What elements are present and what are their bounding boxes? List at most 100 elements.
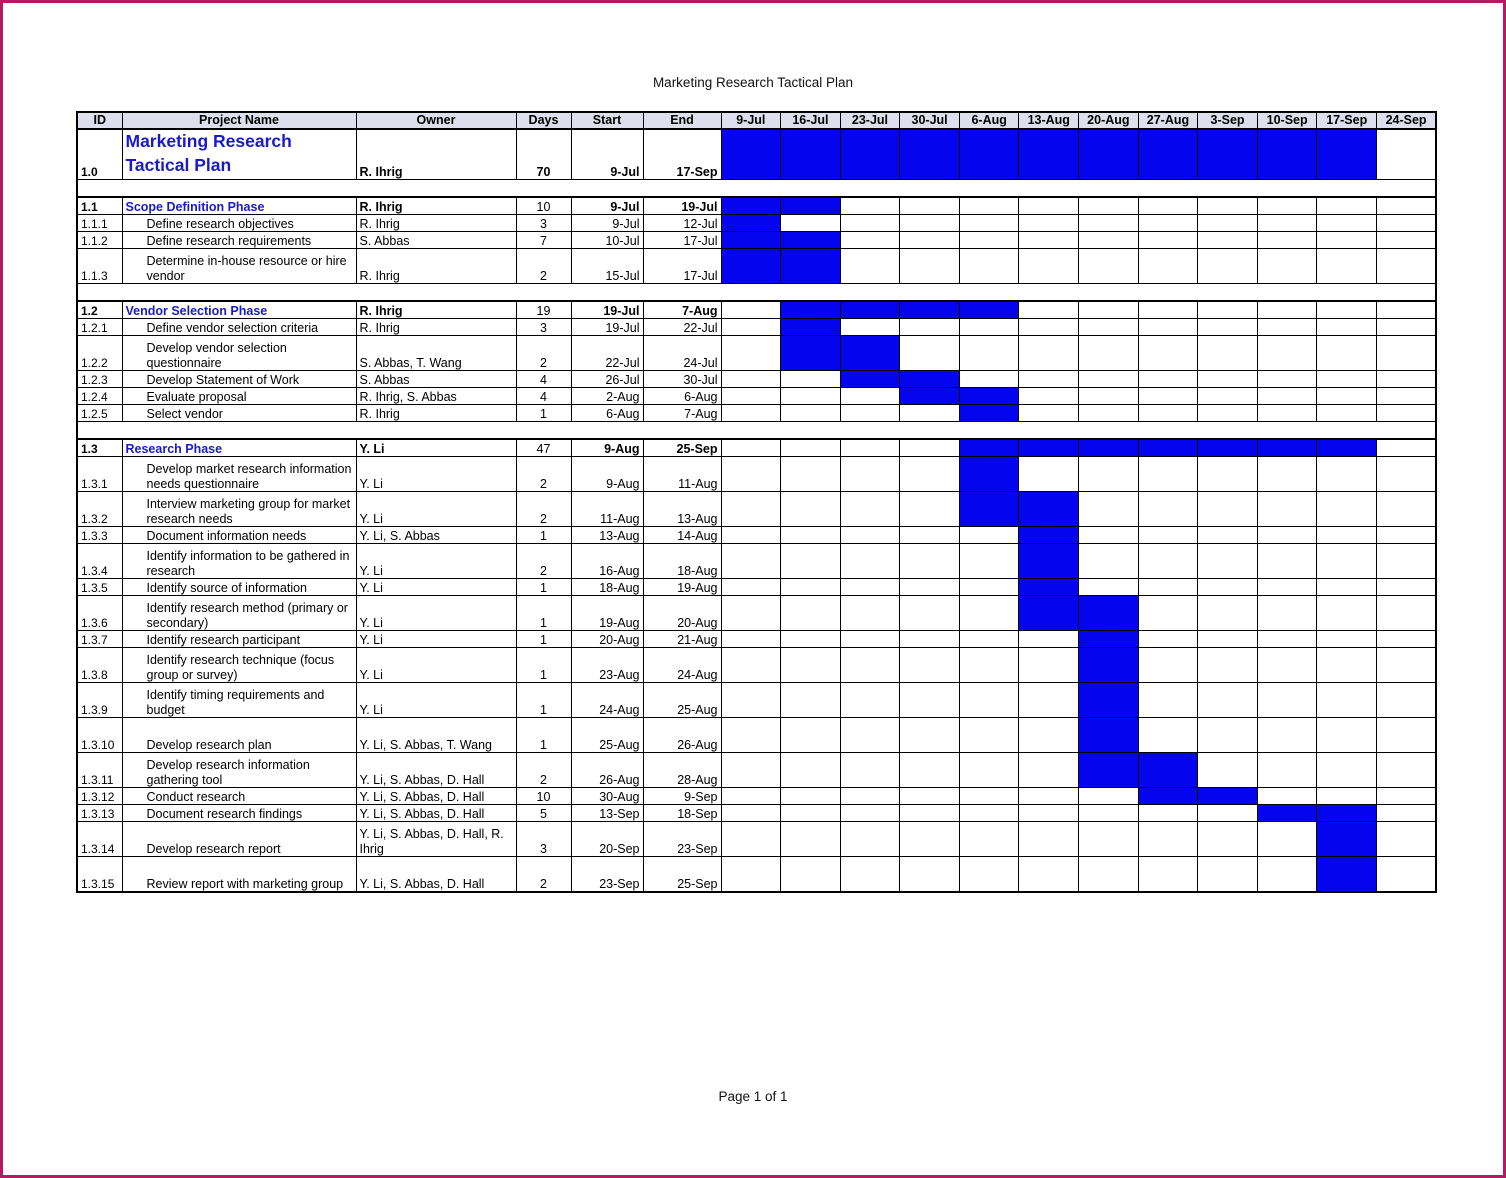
days-cell: 1	[515, 578, 572, 597]
week-header: 27-Aug	[1137, 111, 1199, 130]
gantt-bar-cell	[1018, 578, 1080, 597]
gantt-cell	[1018, 387, 1080, 406]
gantt-cell	[1197, 804, 1258, 823]
gantt-cell	[1197, 404, 1258, 423]
start-cell: 22-Jul	[570, 335, 644, 372]
separator-row	[76, 179, 1437, 198]
gantt-cell	[1376, 456, 1437, 493]
column-header: Project Name	[121, 111, 357, 130]
gantt-cell	[839, 491, 901, 528]
task-row: 1.3.5 Identify source of information Y. Li…	[76, 578, 1437, 597]
gantt-bar-cell	[780, 196, 841, 216]
end-cell: 18-Sep	[642, 804, 722, 823]
gantt-cell	[1197, 630, 1258, 649]
task-row: 1.3.9 Identify timing requirements and bu…	[76, 682, 1437, 719]
gantt-cell	[1316, 318, 1378, 337]
gantt-table-body: 1.0 Marketing Research Tactical Plan R. Ih…	[76, 128, 1437, 893]
start-cell: 26-Aug	[570, 752, 644, 789]
gantt-cell	[839, 526, 901, 545]
week-header: 6-Aug	[958, 111, 1020, 130]
gantt-cell	[839, 647, 901, 684]
gantt-cell	[780, 717, 841, 754]
gantt-cell	[1256, 214, 1318, 233]
gantt-cell	[1078, 404, 1139, 423]
gantt-cell	[1137, 630, 1199, 649]
task-name-cell: Document research findings	[121, 804, 357, 823]
owner-cell: Y. Li	[355, 543, 517, 580]
gantt-cell	[780, 387, 841, 406]
gantt-cell	[1316, 456, 1378, 493]
gantt-cell	[1018, 804, 1080, 823]
start-cell: 11-Aug	[570, 491, 644, 528]
start-cell: 24-Aug	[570, 682, 644, 719]
gantt-bar-cell	[720, 231, 782, 250]
gantt-cell	[839, 543, 901, 580]
gantt-cell	[720, 300, 782, 320]
gantt-cell	[780, 647, 841, 684]
gantt-cell	[1376, 128, 1437, 181]
gantt-cell	[1137, 682, 1199, 719]
task-name-cell: Define research requirements	[121, 231, 357, 250]
gantt-bar-cell	[1078, 647, 1139, 684]
gantt-cell	[1376, 856, 1437, 893]
gantt-cell	[720, 543, 782, 580]
gantt-cell	[1256, 595, 1318, 632]
days-cell: 10	[515, 196, 572, 216]
gantt-cell	[780, 214, 841, 233]
gantt-cell	[1256, 335, 1318, 372]
end-cell: 24-Aug	[642, 647, 722, 684]
week-header: 10-Sep	[1256, 111, 1318, 130]
gantt-cell	[1137, 595, 1199, 632]
end-cell: 7-Aug	[642, 404, 722, 423]
gantt-bar-cell	[1018, 543, 1080, 580]
end-cell: 17-Sep	[642, 128, 722, 181]
gantt-cell	[1078, 318, 1139, 337]
owner-cell: Y. Li	[355, 595, 517, 632]
gantt-cell	[780, 404, 841, 423]
task-id-cell: 1.2.4	[76, 387, 123, 406]
gantt-cell	[1078, 248, 1139, 285]
gantt-cell	[899, 821, 960, 858]
gantt-cell	[1197, 387, 1258, 406]
gantt-bar-cell	[1316, 821, 1378, 858]
task-id-cell: 1.3.4	[76, 543, 123, 580]
gantt-cell	[839, 821, 901, 858]
task-name-cell: Document information needs	[121, 526, 357, 545]
week-header: 16-Jul	[780, 111, 841, 130]
gantt-cell	[1197, 456, 1258, 493]
gantt-cell	[1078, 821, 1139, 858]
gantt-bar-cell	[720, 196, 782, 216]
gantt-cell	[958, 196, 1020, 216]
task-id-cell: 1.3.14	[76, 821, 123, 858]
days-cell: 19	[515, 300, 572, 320]
gantt-cell	[958, 335, 1020, 372]
task-name-cell: Identify research participant	[121, 630, 357, 649]
gantt-cell	[839, 404, 901, 423]
gantt-cell	[1137, 491, 1199, 528]
gantt-cell	[1197, 526, 1258, 545]
gantt-cell	[720, 404, 782, 423]
gantt-bar-cell	[899, 387, 960, 406]
gantt-cell	[958, 595, 1020, 632]
gantt-cell	[1018, 248, 1080, 285]
gantt-cell	[899, 630, 960, 649]
gantt-cell	[1018, 456, 1080, 493]
task-row: 1.3.8 Identify research technique (focus …	[76, 647, 1437, 684]
gantt-bar-cell	[720, 128, 782, 181]
gantt-cell	[1018, 370, 1080, 389]
owner-cell: Y. Li, S. Abbas, D. Hall	[355, 856, 517, 893]
gantt-bar-cell	[1137, 128, 1199, 181]
gantt-cell	[1078, 231, 1139, 250]
days-cell: 1	[515, 595, 572, 632]
gantt-cell	[899, 248, 960, 285]
gantt-cell	[958, 717, 1020, 754]
gantt-cell	[839, 804, 901, 823]
task-row: 1.3.12 Conduct research Y. Li, S. Abbas, D…	[76, 787, 1437, 806]
task-id-cell: 1.3.6	[76, 595, 123, 632]
end-cell: 25-Sep	[642, 856, 722, 893]
gantt-cell	[1316, 647, 1378, 684]
task-row: 1.3.11 Develop research information gathe…	[76, 752, 1437, 789]
task-id-cell: 1.3.2	[76, 491, 123, 528]
end-cell: 26-Aug	[642, 717, 722, 754]
task-row: 1.2.5 Select vendor R. Ihrig 1 6-Aug 7-Aug	[76, 404, 1437, 423]
